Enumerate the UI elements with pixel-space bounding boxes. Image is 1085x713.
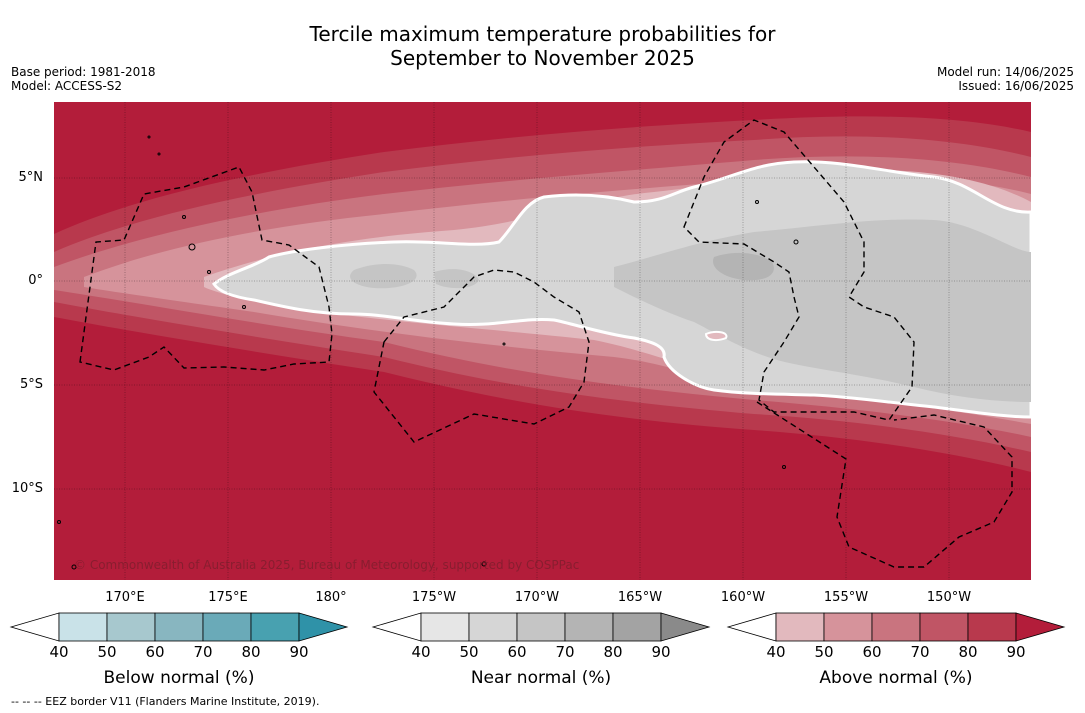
below-tick-60: 60 xyxy=(145,643,165,661)
lon-label-155w: 155°W xyxy=(823,590,869,605)
eez-borders xyxy=(79,119,1013,568)
colorbar-above-normal xyxy=(726,612,1066,642)
colorbar-near-normal xyxy=(371,612,711,642)
title-line-2: September to November 2025 xyxy=(390,46,695,70)
near-tick-40: 40 xyxy=(411,643,431,661)
title-line-1: Tercile maximum temperature probabilitie… xyxy=(309,22,776,46)
near-tick-60: 60 xyxy=(507,643,527,661)
lat-label-5n: 5°N xyxy=(18,170,44,185)
above-tick-80: 80 xyxy=(958,643,978,661)
islands xyxy=(57,135,799,570)
lat-label-10s: 10°S xyxy=(11,481,43,496)
base-period: Base period: 1981-2018 xyxy=(11,65,156,79)
near-normal-60-area xyxy=(713,252,774,281)
lon-label-180: 180° xyxy=(315,590,347,605)
above-tick-50: 50 xyxy=(814,643,834,661)
below-tick-50: 50 xyxy=(97,643,117,661)
probability-map xyxy=(54,102,1031,580)
lon-label-150w: 150°W xyxy=(926,590,972,605)
lon-label-175w: 175°W xyxy=(411,590,457,605)
model-name: Model: ACCESS-S2 xyxy=(11,79,123,93)
lon-label-165w: 165°W xyxy=(617,590,663,605)
graticule xyxy=(54,102,1031,580)
lon-label-170w: 170°W xyxy=(514,590,560,605)
model-run: Model run: 14/06/2025 xyxy=(936,65,1074,79)
below-tick-70: 70 xyxy=(193,643,213,661)
meta-left: Base period: 1981-2018 Model: ACCESS-S2 xyxy=(11,65,156,93)
above-tick-60: 60 xyxy=(862,643,882,661)
near-normal-50-area-3 xyxy=(434,269,479,289)
lon-label-160w: 160°W xyxy=(720,590,766,605)
map-title: Tercile maximum temperature probabilitie… xyxy=(0,22,1085,70)
copyright-notice: © Commonwealth of Australia 2025, Bureau… xyxy=(74,558,580,572)
above-tick-40: 40 xyxy=(766,643,786,661)
colorbars xyxy=(9,612,1066,642)
lon-label-170e: 170°E xyxy=(105,590,145,605)
lon-label-175e: 175°E xyxy=(208,590,248,605)
lat-label-0: 0° xyxy=(28,273,43,288)
near-tick-70: 70 xyxy=(555,643,575,661)
near-tick-50: 50 xyxy=(459,643,479,661)
below-tick-90: 90 xyxy=(289,643,309,661)
near-tick-90: 90 xyxy=(651,643,671,661)
colorbar-below-normal xyxy=(9,612,349,642)
lat-label-5s: 5°S xyxy=(19,377,43,392)
below-normal-title: Below normal (%) xyxy=(103,668,255,688)
above-normal-title: Above normal (%) xyxy=(819,668,973,688)
below-tick-80: 80 xyxy=(241,643,261,661)
meta-right: Model run: 14/06/2025 Issued: 16/06/2025 xyxy=(937,65,1074,93)
eez-footnote: -- -- -- EEZ border V11 (Flanders Marine… xyxy=(11,695,320,708)
above-tick-90: 90 xyxy=(1006,643,1026,661)
near-tick-80: 80 xyxy=(603,643,623,661)
near-normal-title: Near normal (%) xyxy=(470,668,612,688)
above-normal-40-patch xyxy=(704,330,728,342)
below-tick-40: 40 xyxy=(49,643,69,661)
above-tick-70: 70 xyxy=(910,643,930,661)
issued-date: Issued: 16/06/2025 xyxy=(958,79,1074,93)
near-normal-50-area-2 xyxy=(350,264,417,289)
